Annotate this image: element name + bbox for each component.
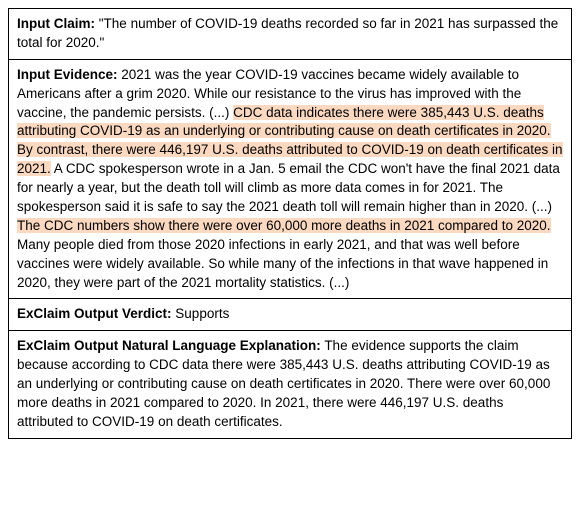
input-claim-section: Input Claim: "The number of COVID-19 dea…: [9, 9, 571, 60]
document-table: Input Claim: "The number of COVID-19 dea…: [8, 8, 572, 439]
verdict-section: ExClaim Output Verdict: Supports: [9, 299, 571, 331]
verdict-label: ExClaim Output Verdict:: [17, 306, 172, 321]
input-claim-label: Input Claim:: [17, 16, 95, 31]
evidence-highlight-2: The CDC numbers show there were over 60,…: [17, 218, 551, 233]
input-claim-text: "The number of COVID-19 deaths recorded …: [17, 16, 558, 50]
verdict-text: Supports: [175, 306, 229, 321]
input-evidence-label: Input Evidence:: [17, 67, 118, 82]
explanation-label: ExClaim Output Natural Language Explanat…: [17, 338, 321, 353]
evidence-text-post: Many people died from those 2020 infecti…: [17, 237, 548, 290]
input-evidence-section: Input Evidence: 2021 was the year COVID-…: [9, 60, 571, 300]
evidence-text-mid: A CDC spokesperson wrote in a Jan. 5 ema…: [17, 161, 560, 214]
explanation-section: ExClaim Output Natural Language Explanat…: [9, 331, 571, 437]
